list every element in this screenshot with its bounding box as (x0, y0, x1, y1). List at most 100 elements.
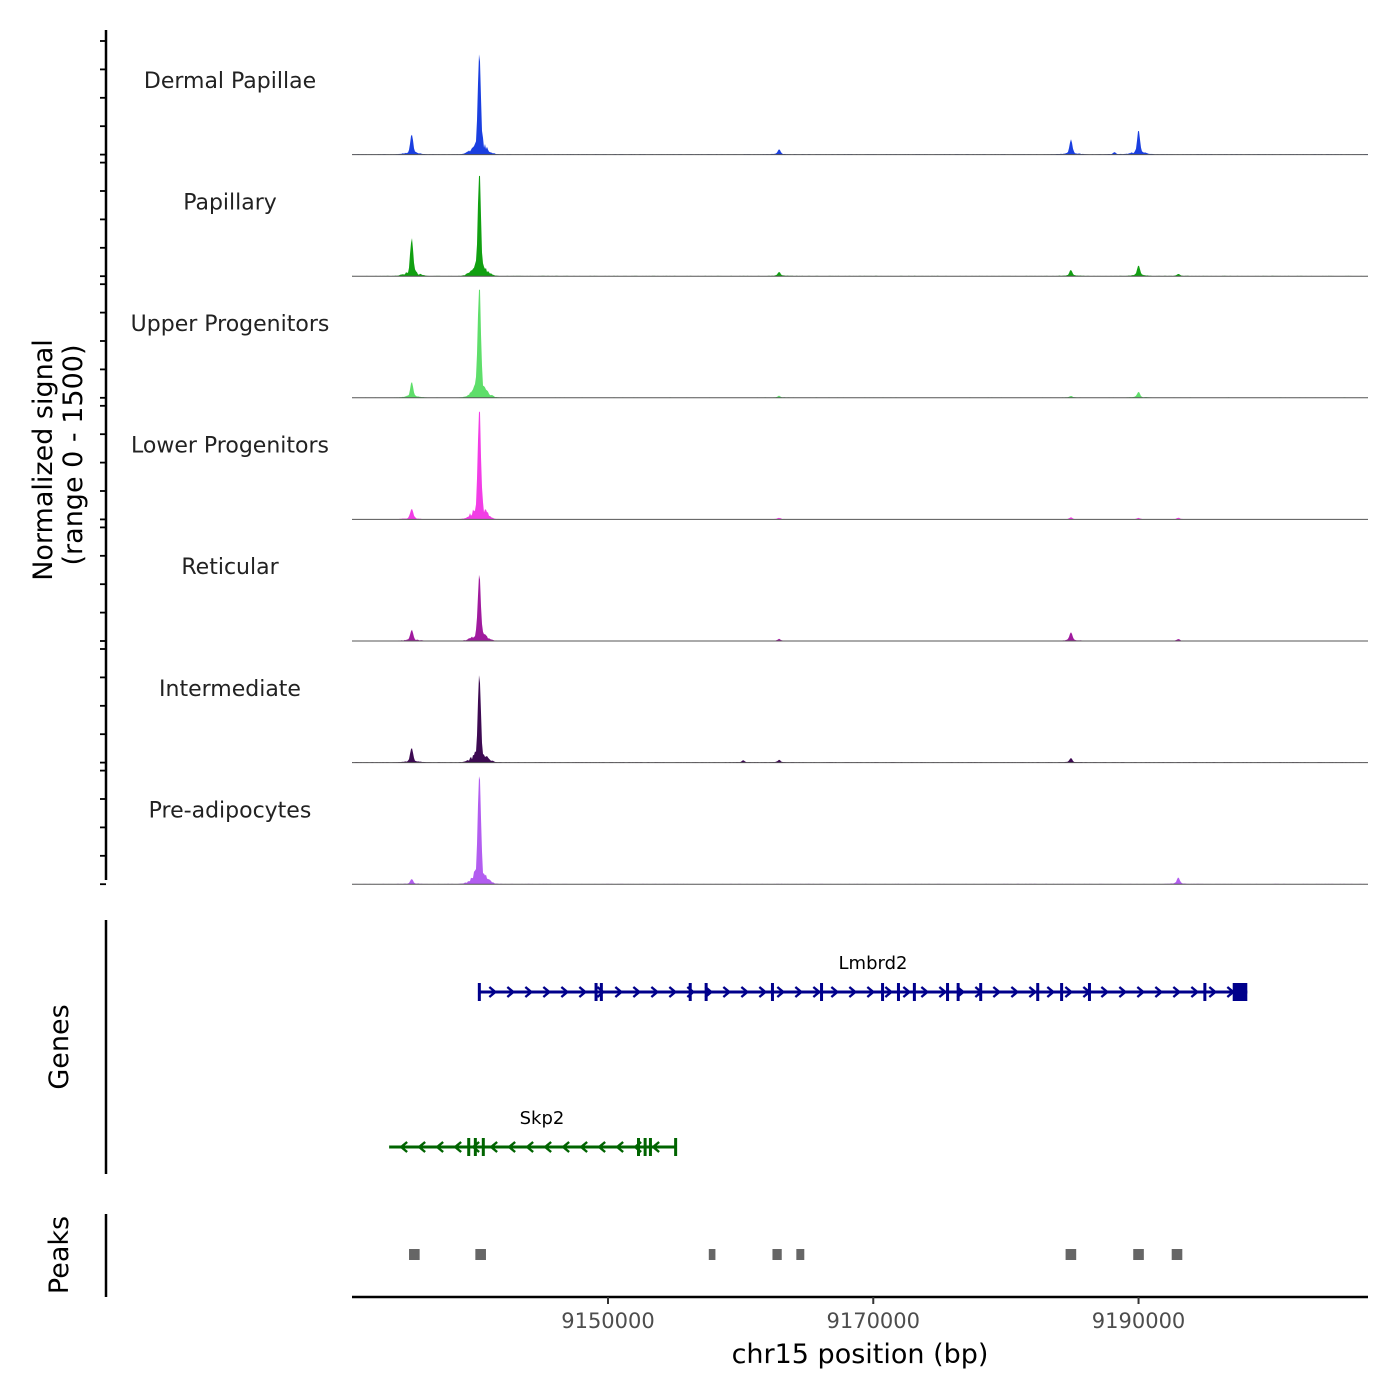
signal-area-7 (352, 776, 1368, 885)
strand-arrow (560, 986, 570, 998)
x-tick-label: 9190000 (1092, 1309, 1186, 1333)
strand-arrow (453, 1141, 462, 1153)
gene-annotation-panel: Lmbrd2 Skp2 (389, 953, 1248, 1156)
x-tick-label: 9170000 (826, 1309, 920, 1333)
genes-axis-title: Genes (44, 1004, 75, 1089)
track-5: Reticular (181, 555, 1368, 642)
peak-panel (409, 1249, 1183, 1260)
left-axes (100, 30, 108, 1297)
strand-arrow (1154, 986, 1164, 998)
peak-region (796, 1249, 805, 1260)
strand-arrow (740, 986, 750, 998)
strand-arrow (1190, 986, 1200, 998)
strand-arrow (1208, 986, 1218, 998)
signal-area-5 (352, 574, 1368, 641)
x-axis-title: chr15 position (bp) (732, 1339, 989, 1370)
track-label: Lower Progenitors (131, 434, 329, 459)
peak-region (708, 1249, 716, 1260)
gene-skp2: Skp2 (389, 1108, 678, 1156)
strand-arrow (866, 986, 876, 998)
strand-arrow (794, 986, 804, 998)
strand-arrow (632, 986, 642, 998)
strand-arrow (489, 1141, 498, 1153)
exon (1036, 983, 1040, 1001)
exon (1203, 983, 1207, 1001)
strand-arrow (938, 986, 948, 998)
strand-arrow (1172, 986, 1182, 998)
track-6: Intermediate (159, 675, 1368, 764)
x-tick-label: 9150000 (561, 1309, 655, 1333)
strand-arrow (507, 1141, 516, 1153)
track-label: Papillary (183, 190, 277, 215)
track-label: Upper Progenitors (131, 312, 330, 337)
exon (956, 983, 960, 1001)
exon (467, 1138, 471, 1156)
strand-arrow (1028, 986, 1038, 998)
strand-arrow (1136, 986, 1146, 998)
strand-arrow (651, 1141, 660, 1153)
peak-region (409, 1249, 420, 1260)
exon (1087, 983, 1091, 1001)
signal-area-1 (352, 54, 1368, 155)
exon (820, 983, 824, 1001)
peak-region (1065, 1249, 1077, 1260)
exon (979, 983, 983, 1001)
strand-arrow (650, 986, 660, 998)
strand-arrow (506, 986, 516, 998)
strand-arrow (614, 986, 624, 998)
strand-arrow (668, 986, 678, 998)
coverage-tracks: Dermal Papillae Papillary Upper Progenitor… (131, 54, 1368, 885)
exon (674, 1138, 678, 1156)
strand-arrow (776, 986, 786, 998)
strand-arrow (579, 1141, 588, 1153)
track-2: Papillary (183, 175, 1368, 277)
y-axis-subtitle: (range 0 - 1500) (58, 345, 89, 566)
strand-arrow (399, 1141, 408, 1153)
exon (704, 983, 708, 1001)
signal-area-6 (352, 675, 1368, 763)
exon (770, 983, 774, 1001)
strand-arrow (488, 986, 498, 998)
strand-arrow (417, 1141, 426, 1153)
y-axis-title: Normalized signal (28, 339, 59, 581)
strand-arrow (578, 986, 588, 998)
track-label: Intermediate (159, 677, 301, 702)
strand-arrow (1064, 986, 1074, 998)
strand-arrow (615, 1141, 624, 1153)
strand-arrow (596, 986, 606, 998)
strand-arrow (524, 986, 534, 998)
exon (599, 983, 603, 1001)
strand-arrow (722, 986, 732, 998)
track-label: Dermal Papillae (144, 69, 316, 94)
strand-arrow (561, 1141, 570, 1153)
strand-arrow (525, 1141, 534, 1153)
strand-arrow (920, 986, 930, 998)
exon (1060, 983, 1064, 1001)
strand-arrow (902, 986, 912, 998)
signal-area-4 (352, 411, 1368, 520)
exon (688, 983, 692, 1001)
strand-arrow (471, 1141, 480, 1153)
exon (481, 1138, 485, 1156)
strand-arrow (1010, 986, 1020, 998)
track-1: Dermal Papillae (144, 54, 1368, 156)
peak-region (772, 1249, 782, 1260)
strand-arrow (1100, 986, 1110, 998)
exon (896, 983, 900, 1001)
gene-label: Lmbrd2 (839, 953, 908, 974)
exon (594, 983, 598, 1001)
gene-lmbrd2: Lmbrd2 (477, 953, 1248, 1001)
signal-area-2 (352, 175, 1368, 277)
x-axis: 9150000 9170000 9190000 (352, 1295, 1368, 1333)
track-label: Pre-adipocytes (149, 798, 312, 823)
exon (881, 983, 885, 1001)
strand-arrow (435, 1141, 444, 1153)
strand-arrow (542, 986, 552, 998)
exon (912, 983, 916, 1001)
peaks-axis-title: Peaks (44, 1216, 75, 1294)
peak-region (1171, 1249, 1183, 1260)
gene-label: Skp2 (520, 1108, 565, 1129)
signal-area-3 (352, 289, 1368, 398)
strand-arrow (1046, 986, 1056, 998)
